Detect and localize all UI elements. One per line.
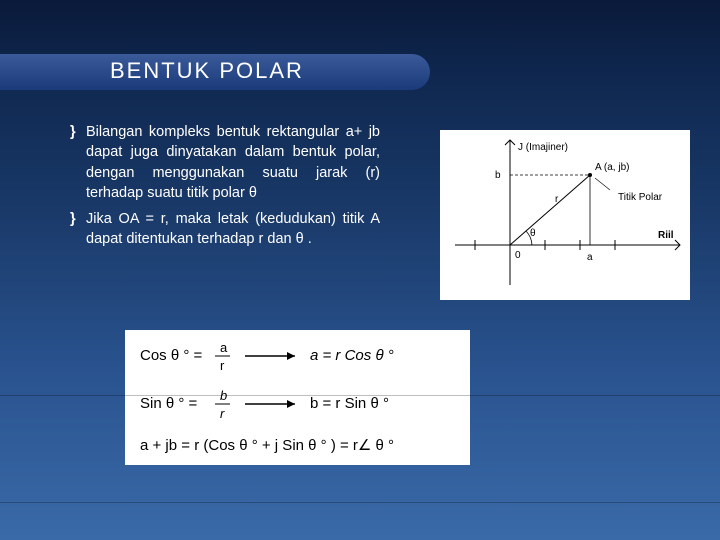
- divider-line: [0, 502, 720, 503]
- x-axis-label: Riil: [658, 230, 674, 241]
- sin-frac-bot: r: [220, 406, 225, 421]
- b-label: b: [495, 170, 501, 181]
- list-item: } Jika OA = r, maka letak (kedudukan) ti…: [70, 209, 380, 250]
- polar-diagram: J (Imajiner) Riil A (a, jb) Titik Polar …: [440, 130, 690, 300]
- sin-rhs: b = r Sin θ °: [310, 395, 389, 412]
- cos-rhs: a = r Cos θ °: [310, 347, 394, 364]
- bullet-text-2: Jika OA = r, maka letak (kedudukan) titi…: [86, 209, 380, 250]
- origin-label: 0: [515, 250, 521, 261]
- divider-line: [0, 395, 720, 396]
- point-a-label: A (a, jb): [595, 162, 629, 173]
- a-label: a: [587, 252, 593, 263]
- final-formula: a + jb = r (Cos θ ° + j Sin θ ° ) = r∠ θ…: [140, 437, 394, 454]
- bullet-icon: }: [70, 122, 86, 203]
- bullet-list: } Bilangan kompleks bentuk rektangular a…: [70, 122, 380, 256]
- polar-point-label: Titik Polar: [618, 192, 663, 203]
- theta-label: θ: [530, 228, 536, 239]
- list-item: } Bilangan kompleks bentuk rektangular a…: [70, 122, 380, 203]
- bullet-text-1: Bilangan kompleks bentuk rektangular a+ …: [86, 122, 380, 203]
- cos-frac-bot: r: [220, 358, 225, 373]
- cos-frac-top: a: [220, 340, 228, 355]
- bullet-icon: }: [70, 209, 86, 250]
- formula-box: Cos θ ° = a r a = r Cos θ ° Sin θ ° = b …: [125, 330, 470, 465]
- r-label: r: [555, 194, 559, 205]
- slide-title: BENTUK POLAR: [110, 58, 304, 84]
- sin-lhs: Sin θ ° =: [140, 395, 198, 412]
- cos-lhs: Cos θ ° =: [140, 347, 203, 364]
- y-axis-label: J (Imajiner): [518, 142, 568, 153]
